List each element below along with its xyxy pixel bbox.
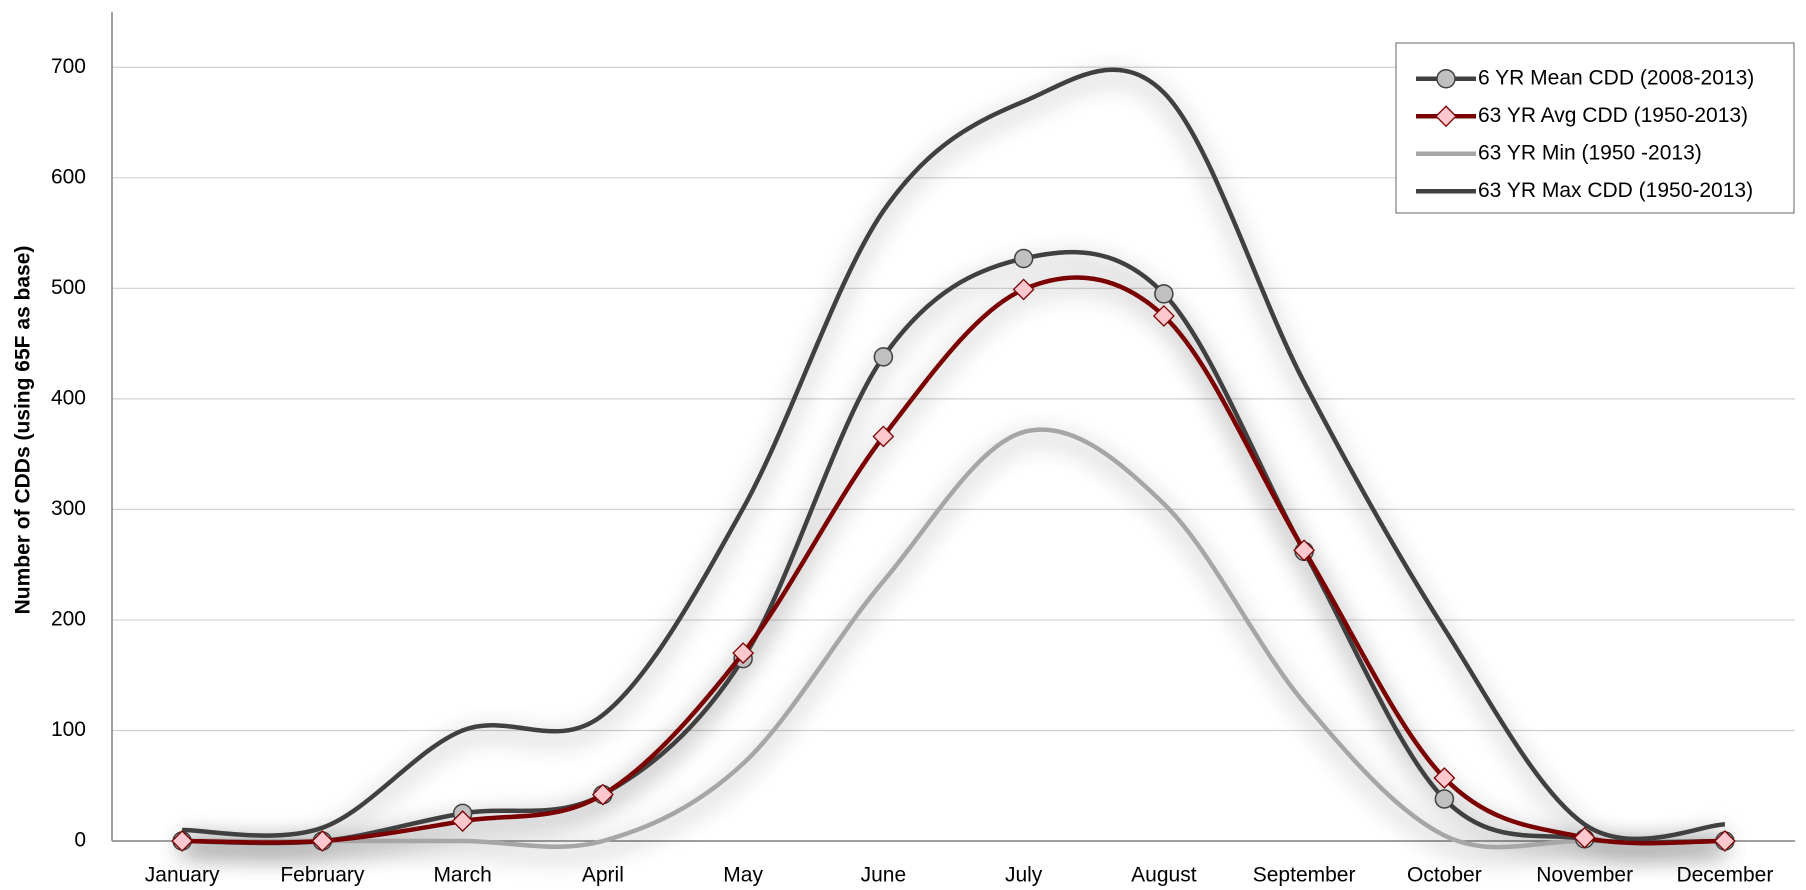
marker [872, 425, 895, 448]
x-tick-label: January [145, 864, 220, 887]
x-tick-label: May [723, 864, 763, 887]
y-tick-label: 200 [51, 607, 86, 630]
marker [1154, 284, 1174, 304]
marker [1293, 539, 1316, 562]
marker [1435, 105, 1457, 128]
y-tick-label: 500 [51, 276, 86, 299]
x-tick-label: February [280, 864, 365, 887]
legend-label: 63 YR Max CDD (1950-2013) [1478, 179, 1753, 202]
line-shadow [182, 432, 1725, 861]
marker [1573, 826, 1596, 849]
x-tick-label: November [1536, 864, 1633, 887]
y-tick-label: 600 [51, 165, 86, 188]
legend-label: 6 YR Mean CDD (2008-2013) [1478, 66, 1754, 89]
legend-box [1395, 42, 1795, 214]
marker [1013, 248, 1034, 269]
marker [1434, 789, 1455, 809]
marker [873, 347, 894, 367]
y-tick-label: 700 [51, 55, 86, 78]
y-tick-label: 400 [51, 386, 86, 409]
y-tick-label: 100 [51, 718, 86, 741]
marker [1012, 278, 1035, 301]
marker [591, 783, 614, 806]
x-tick-label: July [1005, 864, 1043, 887]
marker [1436, 69, 1456, 89]
marker [451, 810, 474, 833]
x-tick-label: August [1131, 864, 1197, 887]
legend-label: 63 YR Min (1950 -2013) [1478, 141, 1702, 164]
marker [311, 830, 334, 852]
marker [1713, 830, 1736, 852]
series-line [182, 249, 1725, 846]
y-tick-label: 0 [74, 829, 86, 852]
marker [1433, 767, 1456, 789]
line-shadow [182, 72, 1726, 852]
legend: 6 YR Mean CDD (2008-2013) 63 YR Avg CDD (… [1395, 42, 1795, 214]
series-line [182, 427, 1725, 850]
y-tick-label: 300 [51, 497, 86, 520]
x-tick-label: June [861, 864, 907, 887]
x-tick-label: December [1676, 864, 1773, 887]
y-axis-label: Number of CDDs (using 65F as base) [12, 246, 35, 615]
series-line [182, 67, 1726, 842]
x-tick-label: April [582, 864, 624, 887]
x-tick-label: October [1407, 864, 1482, 887]
x-tick-label: March [433, 864, 491, 887]
marker [732, 642, 755, 665]
marker [171, 830, 194, 852]
legend-label: 63 YR Avg CDD (1950-2013) [1478, 104, 1748, 127]
x-tick-label: September [1253, 864, 1356, 887]
marker [1152, 305, 1175, 327]
